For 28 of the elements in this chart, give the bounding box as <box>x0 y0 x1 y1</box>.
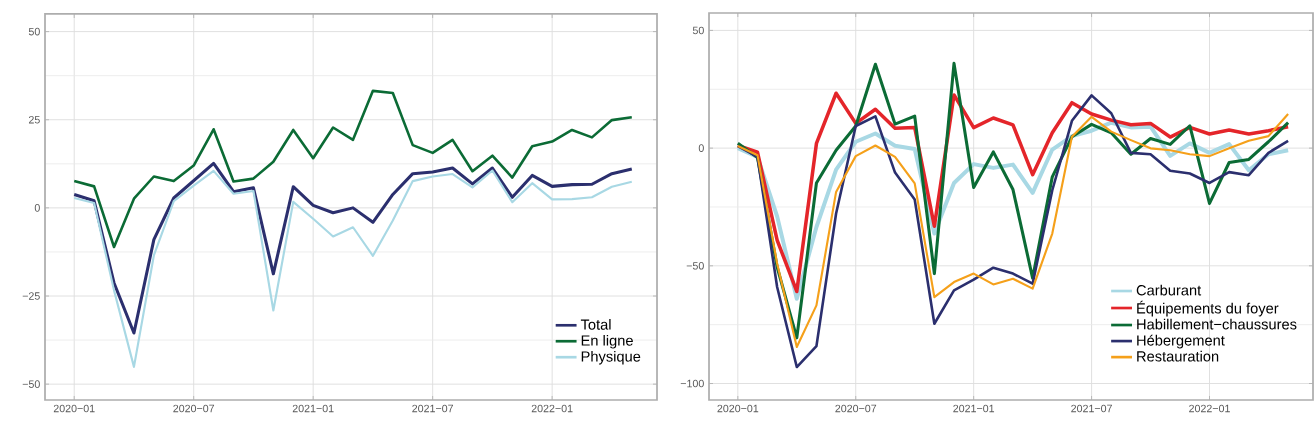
x-tick-label: 2021−07 <box>1071 404 1112 413</box>
x-tick-label: 2020−01 <box>717 404 759 413</box>
legend-label: Hébergement <box>1137 334 1225 349</box>
x-tick-label: 2020−01 <box>53 404 95 413</box>
y-tick-label: 0 <box>34 204 40 212</box>
y-tick-label: −50 <box>22 380 40 388</box>
x-tick-label: 2021−01 <box>292 404 334 413</box>
y-tick-label: −50 <box>686 262 704 270</box>
legend-label: Habillement−chaussures <box>1137 318 1297 330</box>
legend-label: Physique <box>581 350 641 365</box>
x-tick-label: 2020−07 <box>173 404 215 413</box>
x-tick-label: 2020−07 <box>835 404 877 413</box>
y-tick-label: 0 <box>698 144 704 152</box>
legend-label: En ligne <box>581 334 633 349</box>
legend-label: Carburant <box>1136 284 1202 296</box>
x-tick-label: 2022−01 <box>531 404 573 413</box>
y-tick-label: −25 <box>22 292 40 300</box>
x-tick-label: 2021−01 <box>953 404 995 413</box>
x-tick-label: 2021−07 <box>412 404 454 413</box>
x-tick-label: 2022−01 <box>1189 404 1230 413</box>
legend-label: Équipements du foyer <box>1137 300 1279 317</box>
y-tick-label: −100 <box>680 379 704 388</box>
y-tick-label: 50 <box>692 26 704 35</box>
y-tick-label: 25 <box>28 115 40 124</box>
legend-label: Restauration <box>1137 350 1219 362</box>
legend-label: Total <box>580 318 611 330</box>
line-series <box>72 89 634 249</box>
y-tick-label: 50 <box>28 27 40 36</box>
